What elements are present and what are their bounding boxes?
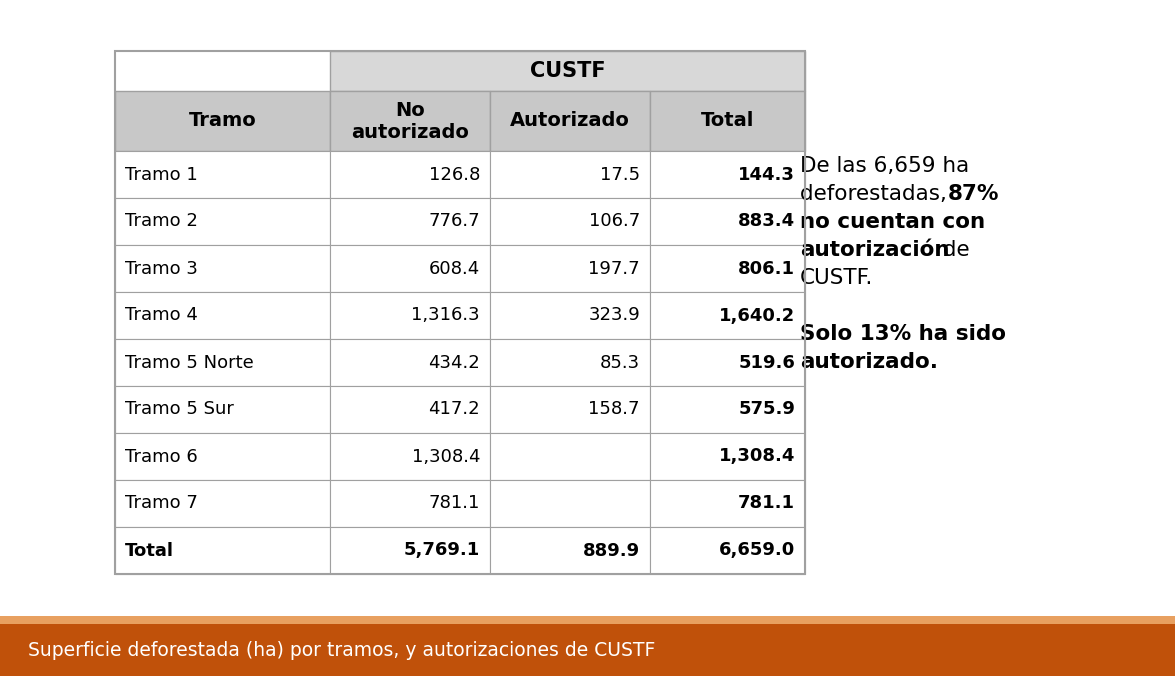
Bar [650,151,805,198]
Text: 434.2: 434.2 [428,354,481,372]
Text: de: de [936,240,969,260]
Text: 197.7: 197.7 [589,260,640,278]
Text: 1,308.4: 1,308.4 [719,448,795,466]
Text: 417.2: 417.2 [429,400,481,418]
Text: Tramo 5 Sur: Tramo 5 Sur [125,400,234,418]
Bar [330,292,490,339]
Bar [650,245,805,292]
Bar [490,386,650,433]
Text: Tramo 6: Tramo 6 [125,448,197,466]
Bar [115,91,330,151]
Bar [330,51,805,91]
Bar [330,198,490,245]
Bar [490,198,650,245]
Bar [650,91,805,151]
Text: Total: Total [700,112,754,130]
Bar [650,386,805,433]
Bar [650,480,805,527]
Bar [650,433,805,480]
Text: Tramo 1: Tramo 1 [125,166,197,183]
Text: Tramo 2: Tramo 2 [125,212,197,231]
Bar [490,339,650,386]
Text: autorización: autorización [800,240,949,260]
Bar [490,292,650,339]
Bar [650,339,805,386]
Bar [650,198,805,245]
Bar [490,433,650,480]
Text: 781.1: 781.1 [429,495,481,512]
Bar [490,245,650,292]
Bar [330,480,490,527]
Bar [115,339,330,386]
Bar [115,433,330,480]
Text: Tramo 4: Tramo 4 [125,306,197,324]
Bar [330,151,490,198]
Bar [330,386,490,433]
Text: 5,769.1: 5,769.1 [404,541,481,560]
Text: 1,316.3: 1,316.3 [411,306,481,324]
Text: Autorizado: Autorizado [510,112,630,130]
Bar [490,151,650,198]
Text: 87%: 87% [948,184,1000,204]
Text: Tramo 3: Tramo 3 [125,260,197,278]
Text: 889.9: 889.9 [583,541,640,560]
Text: 85.3: 85.3 [600,354,640,372]
Text: 1,640.2: 1,640.2 [719,306,795,324]
Text: 17.5: 17.5 [600,166,640,183]
Text: 126.8: 126.8 [429,166,481,183]
Text: 781.1: 781.1 [738,495,795,512]
Text: 6,659.0: 6,659.0 [719,541,795,560]
Bar [115,245,330,292]
Text: Solo 13% ha sido: Solo 13% ha sido [800,324,1006,344]
Text: CUSTF: CUSTF [530,61,605,81]
Text: No
autorizado: No autorizado [351,101,469,141]
Bar [330,433,490,480]
Bar [330,91,490,151]
Text: De las 6,659 ha: De las 6,659 ha [800,156,969,176]
Text: no cuentan con: no cuentan con [800,212,985,232]
Text: 1,308.4: 1,308.4 [411,448,481,466]
Bar [115,292,330,339]
Text: 575.9: 575.9 [738,400,795,418]
Bar [0,616,1175,624]
Bar [0,624,1175,676]
Bar [115,51,805,574]
Bar [490,91,650,151]
Bar [490,480,650,527]
Bar [650,292,805,339]
Text: CUSTF.: CUSTF. [800,268,873,288]
Text: 608.4: 608.4 [429,260,481,278]
Text: 883.4: 883.4 [738,212,795,231]
Bar [115,386,330,433]
Text: Tramo 7: Tramo 7 [125,495,197,512]
Text: 158.7: 158.7 [589,400,640,418]
Bar [115,198,330,245]
Text: 144.3: 144.3 [738,166,795,183]
Text: 323.9: 323.9 [589,306,640,324]
Text: autorizado.: autorizado. [800,352,938,372]
Bar [330,245,490,292]
Bar [490,527,650,574]
Text: 776.7: 776.7 [429,212,481,231]
Text: Total: Total [125,541,174,560]
Bar [330,339,490,386]
Bar [650,527,805,574]
Bar [115,527,330,574]
Text: deforestadas,: deforestadas, [800,184,954,204]
Text: 106.7: 106.7 [589,212,640,231]
Bar [115,480,330,527]
Bar [115,51,330,91]
Text: 806.1: 806.1 [738,260,795,278]
Text: Tramo 5 Norte: Tramo 5 Norte [125,354,254,372]
Text: 519.6: 519.6 [738,354,795,372]
Bar [115,151,330,198]
Text: Tramo: Tramo [189,112,256,130]
Text: Superficie deforestada (ha) por tramos, y autorizaciones de CUSTF: Superficie deforestada (ha) por tramos, … [28,640,656,660]
Bar [330,527,490,574]
